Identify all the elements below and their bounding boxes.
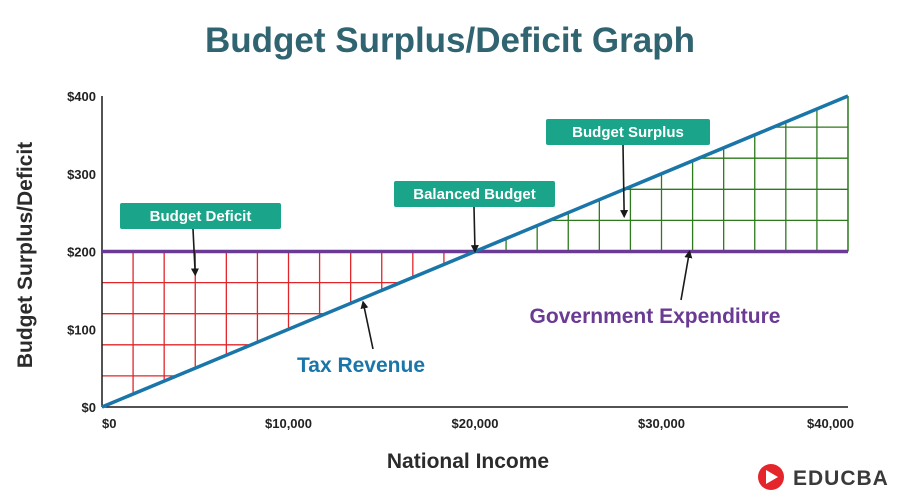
budget-surplus-arrow: [620, 144, 629, 219]
government-expenditure-arrow: [680, 249, 693, 301]
y-axis-label: Budget Surplus/Deficit: [14, 142, 37, 368]
y-tick-label: $300: [67, 167, 96, 182]
x-tick-label: $40,000: [807, 416, 854, 431]
budget-deficit-arrow: [190, 228, 199, 277]
tick-labels: $0 $100 $200 $300 $400 $0 $10,000 $20,000 $30,00…: [67, 89, 854, 431]
balanced-budget-callout-label: Balanced Budget: [413, 186, 536, 203]
balanced-budget-callout-box: [394, 181, 555, 207]
balanced-budget-arrow: [470, 206, 479, 254]
budget-surplus-callout-box: [546, 119, 710, 145]
budget-deficit-callout-box: [120, 203, 281, 229]
logo-text: EDUCBA: [793, 467, 889, 490]
budget-deficit-callout-label: Budget Deficit: [150, 208, 252, 225]
region-grids: [102, 96, 849, 395]
educba-logo: EDUCBA: [758, 464, 889, 490]
government-expenditure-label: Government Expenditure: [530, 305, 781, 328]
x-tick-label: $30,000: [638, 416, 685, 431]
y-tick-label: $400: [67, 89, 96, 104]
x-tick-label: $20,000: [452, 416, 499, 431]
x-axis-label: National Income: [387, 450, 549, 473]
x-tick-label: $0: [102, 416, 116, 431]
x-tick-label: $10,000: [265, 416, 312, 431]
y-tick-label: $200: [67, 245, 96, 260]
budget-surplus-callout-label: Budget Surplus: [572, 124, 684, 141]
y-tick-label: $0: [82, 400, 96, 415]
y-tick-label: $100: [67, 322, 96, 337]
tax-revenue-label: Tax Revenue: [297, 354, 425, 377]
tax-revenue-arrow: [360, 300, 374, 350]
logo-play-icon: [766, 470, 778, 484]
chart-title: Budget Surplus/Deficit Graph: [205, 21, 695, 60]
annotations: Budget Deficit Balanced Budget Budget Surp…: [120, 119, 780, 377]
